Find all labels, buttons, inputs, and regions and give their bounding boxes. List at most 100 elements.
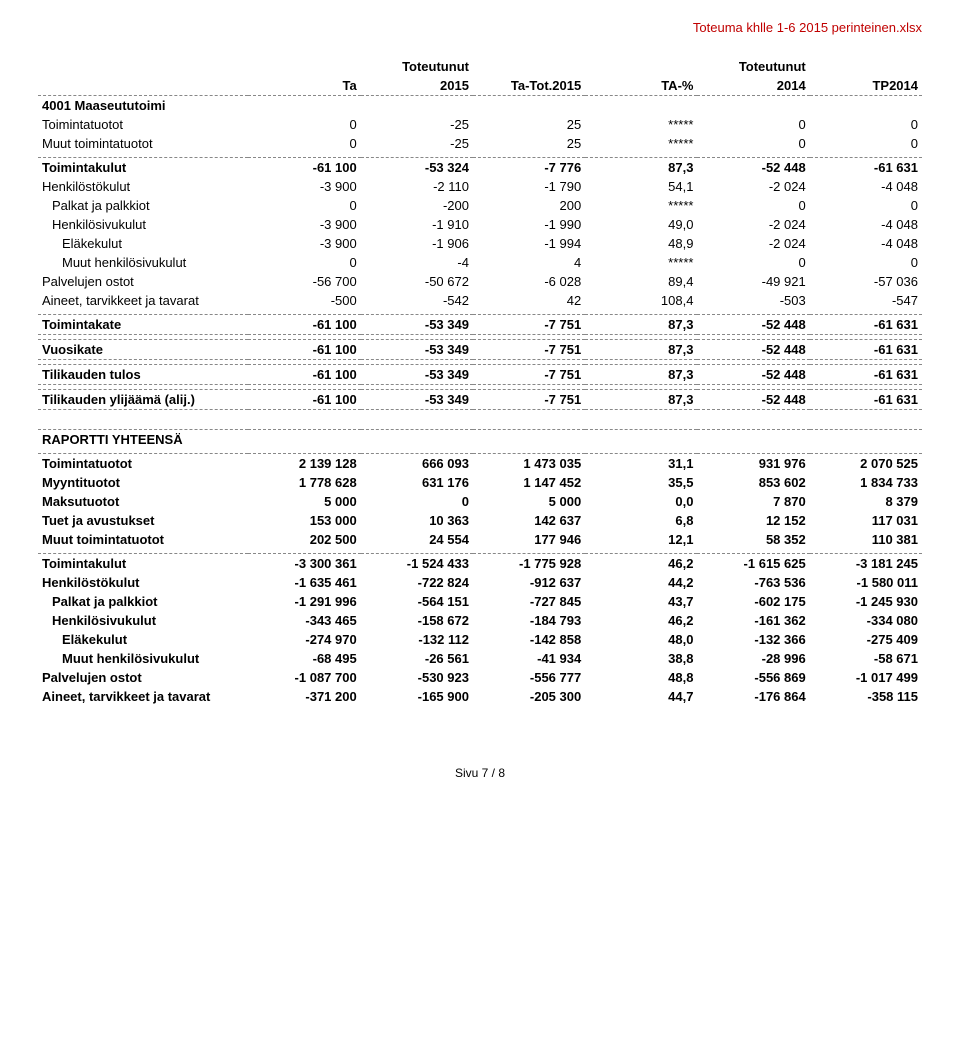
row-value: 0 xyxy=(810,253,922,272)
row-value: -274 970 xyxy=(248,630,360,649)
row-value: 0 xyxy=(697,196,809,215)
row-value: -176 864 xyxy=(697,687,809,706)
row-value: 87,3 xyxy=(585,365,697,385)
row-value: ***** xyxy=(585,115,697,134)
row-value: -25 xyxy=(361,115,473,134)
row-value: -61 100 xyxy=(248,158,360,178)
row-value: -61 631 xyxy=(810,340,922,360)
row-value: -3 900 xyxy=(248,177,360,196)
row-value: 0 xyxy=(248,196,360,215)
row-value: 87,3 xyxy=(585,340,697,360)
row-empty xyxy=(810,96,922,116)
row-empty xyxy=(361,96,473,116)
row-value: 177 946 xyxy=(473,530,585,549)
row-value: -7 751 xyxy=(473,365,585,385)
row-value: -1 775 928 xyxy=(473,554,585,574)
row-label: Muut toimintatuotot xyxy=(38,530,248,549)
row-label: Aineet, tarvikkeet ja tavarat xyxy=(38,291,248,310)
row-value: -41 934 xyxy=(473,649,585,668)
row-value: -2 024 xyxy=(697,215,809,234)
header-col-5: 2014 xyxy=(697,76,809,96)
row-label: Muut toimintatuotot xyxy=(38,134,248,153)
row-value: -53 349 xyxy=(361,340,473,360)
row-label: Muut henkilösivukulut xyxy=(38,253,248,272)
row-value: -26 561 xyxy=(361,649,473,668)
row-value: 48,8 xyxy=(585,668,697,687)
row-value: 43,7 xyxy=(585,592,697,611)
row-empty xyxy=(361,430,473,450)
row-value: -53 349 xyxy=(361,315,473,335)
row-value: -7 751 xyxy=(473,340,585,360)
row-label: Eläkekulut xyxy=(38,234,248,253)
row-value: -61 631 xyxy=(810,315,922,335)
row-value: ***** xyxy=(585,134,697,153)
row-value: -49 921 xyxy=(697,272,809,291)
row-value: 38,8 xyxy=(585,649,697,668)
row-value: -1 291 996 xyxy=(248,592,360,611)
row-label: Toimintatuotot xyxy=(38,454,248,474)
row-label: Henkilösivukulut xyxy=(38,215,248,234)
row-value: -343 465 xyxy=(248,611,360,630)
row-value: -58 671 xyxy=(810,649,922,668)
row-label: Henkilöstökulut xyxy=(38,573,248,592)
row-value: 931 976 xyxy=(697,454,809,474)
row-value: -1 994 xyxy=(473,234,585,253)
row-value: 0,0 xyxy=(585,492,697,511)
row-value: 42 xyxy=(473,291,585,310)
row-value: 1 834 733 xyxy=(810,473,922,492)
row-value: -53 349 xyxy=(361,365,473,385)
row-value: -53 324 xyxy=(361,158,473,178)
row-label: Vuosikate xyxy=(38,340,248,360)
row-value: -912 637 xyxy=(473,573,585,592)
row-label: Tilikauden tulos xyxy=(38,365,248,385)
row-value: -52 448 xyxy=(697,158,809,178)
header-col-6: TP2014 xyxy=(810,76,922,96)
row-value: -61 100 xyxy=(248,340,360,360)
row-value: 0 xyxy=(810,134,922,153)
row-value: -142 858 xyxy=(473,630,585,649)
row-empty xyxy=(248,430,360,450)
row-value: -2 024 xyxy=(697,177,809,196)
row-value: -1 245 930 xyxy=(810,592,922,611)
row-value: 25 xyxy=(473,134,585,153)
row-empty xyxy=(810,430,922,450)
row-value: 666 093 xyxy=(361,454,473,474)
row-value: 0 xyxy=(697,115,809,134)
row-value: -602 175 xyxy=(697,592,809,611)
row-value: 87,3 xyxy=(585,390,697,410)
row-value: -542 xyxy=(361,291,473,310)
row-value: 0 xyxy=(697,253,809,272)
row-value: -1 635 461 xyxy=(248,573,360,592)
row-value: -52 448 xyxy=(697,315,809,335)
row-value: -57 036 xyxy=(810,272,922,291)
row-value: -25 xyxy=(361,134,473,153)
row-value: 6,8 xyxy=(585,511,697,530)
row-value: -358 115 xyxy=(810,687,922,706)
row-value: -50 672 xyxy=(361,272,473,291)
report-table: ToteutunutToteutunutTa2015Ta-Tot.2015TA-… xyxy=(38,57,922,706)
row-value: 0 xyxy=(248,134,360,153)
row-label: Palkat ja palkkiot xyxy=(38,196,248,215)
row-value: -1 615 625 xyxy=(697,554,809,574)
row-value: -7 776 xyxy=(473,158,585,178)
row-value: -3 300 361 xyxy=(248,554,360,574)
row-label: 4001 Maaseututoimi xyxy=(38,96,248,116)
row-value: 54,1 xyxy=(585,177,697,196)
row-value: 44,7 xyxy=(585,687,697,706)
row-value: -334 080 xyxy=(810,611,922,630)
row-value: -3 900 xyxy=(248,215,360,234)
row-value: 46,2 xyxy=(585,554,697,574)
row-value: -200 xyxy=(361,196,473,215)
row-value: -1 087 700 xyxy=(248,668,360,687)
row-value: 12 152 xyxy=(697,511,809,530)
row-label: Toimintakulut xyxy=(38,158,248,178)
row-value: 0 xyxy=(810,196,922,215)
row-value: 200 xyxy=(473,196,585,215)
row-value: -61 100 xyxy=(248,365,360,385)
row-value: 46,2 xyxy=(585,611,697,630)
row-value: -28 996 xyxy=(697,649,809,668)
row-value: 202 500 xyxy=(248,530,360,549)
header-toteutunut-2: Toteutunut xyxy=(697,57,809,76)
row-value: 1 147 452 xyxy=(473,473,585,492)
spacer xyxy=(38,410,922,420)
